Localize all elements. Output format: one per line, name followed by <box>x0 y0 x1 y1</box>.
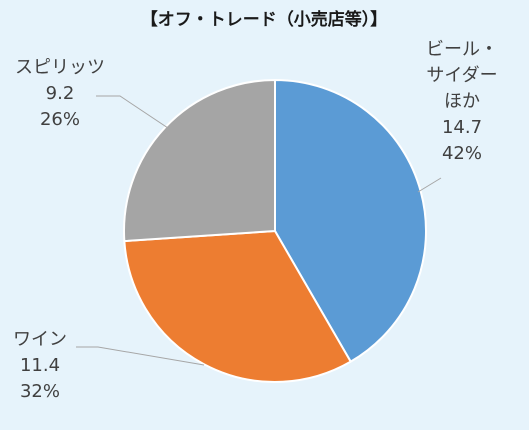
slice-value-2: 9.2 <box>46 83 75 104</box>
chart-title: 【オフ・トレード（小売店等）】 <box>141 9 388 30</box>
slice-percent-0: 42% <box>442 143 482 164</box>
leader-lines <box>76 95 442 366</box>
slice-name-1-0: ワイン <box>13 329 67 350</box>
slice-name-0-1: サイダー <box>426 65 497 86</box>
slice-value-1: 11.4 <box>20 355 60 376</box>
pie-slice-0 <box>274 79 427 363</box>
slice-name-0-0: ビール・ <box>426 39 498 60</box>
pie-slice-2 <box>123 79 276 243</box>
pie-slices <box>123 79 427 383</box>
leader-line-2 <box>96 95 169 129</box>
slice-name-2-0: スピリッツ <box>15 57 105 78</box>
slice-value-0: 14.7 <box>442 117 482 138</box>
leader-line-0 <box>417 177 442 193</box>
slice-percent-2: 26% <box>40 109 80 130</box>
slice-name-0-2: ほか <box>444 91 480 112</box>
leader-line-1 <box>76 346 205 366</box>
slice-percent-1: 32% <box>20 381 60 402</box>
pie-slice-1 <box>123 230 352 383</box>
